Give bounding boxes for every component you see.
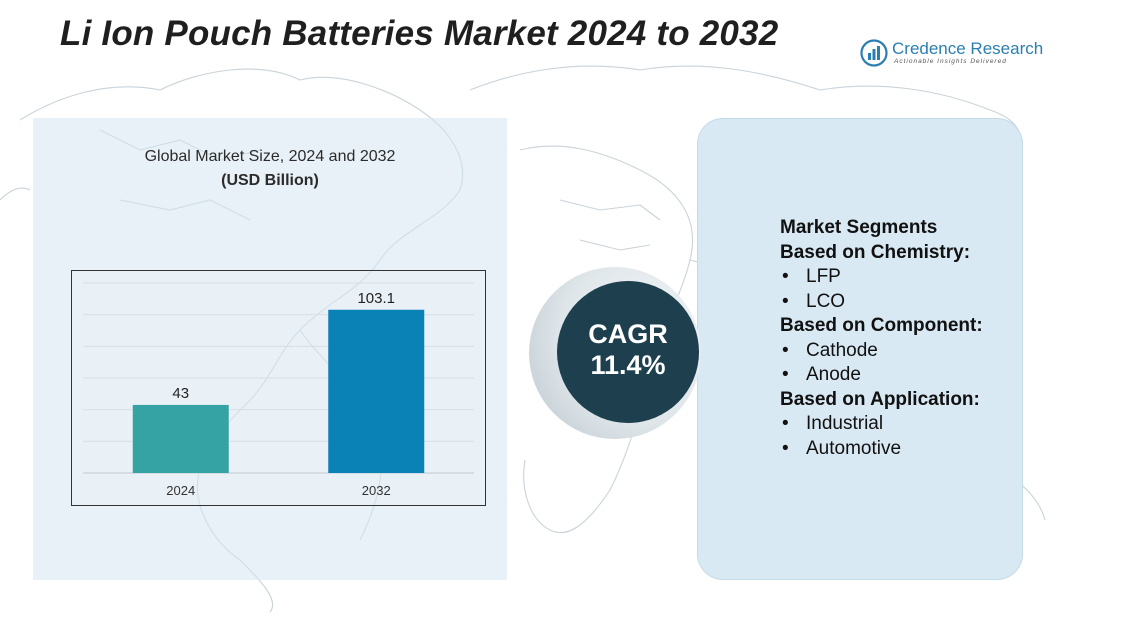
segment-item: LCO xyxy=(780,290,983,315)
segment-group-title: Based on Application: xyxy=(780,388,980,410)
brand-tagline: Actionable Insights Delivered xyxy=(894,58,1007,65)
cagr-value: 11.4% xyxy=(590,350,666,380)
chart-subtitle: (USD Billion) xyxy=(221,172,319,189)
cagr-label: CAGR xyxy=(588,319,668,349)
x-tick-label-2024: 2024 xyxy=(166,483,195,498)
segment-group-title: Based on Component: xyxy=(780,315,983,336)
bar-chart-logo-icon xyxy=(860,39,888,67)
segment-item: Automotive xyxy=(780,437,983,462)
x-tick-label-2032: 2032 xyxy=(362,483,391,498)
data-label-2032: 103.1 xyxy=(357,290,395,307)
segments-heading: Market Segments xyxy=(780,217,938,238)
market-size-bar-chart: 43 2024 103.1 2032 xyxy=(83,282,474,498)
segment-item: Cathode xyxy=(780,339,983,364)
market-segments-list: Market Segments Based on Chemistry: LFP … xyxy=(780,216,983,461)
cagr-badge: CAGR 11.4% xyxy=(557,281,699,423)
chart-title: Global Market Size, 2024 and 2032 xyxy=(144,148,396,165)
page-title: Li Ion Pouch Batteries Market 2024 to 20… xyxy=(60,14,779,53)
segment-item: Anode xyxy=(780,363,983,388)
chart-heading: Global Market Size, 2024 and 2032 (USD B… xyxy=(33,148,507,190)
bar-2032 xyxy=(328,309,425,473)
market-size-panel xyxy=(33,118,507,580)
data-label-2024: 43 xyxy=(172,385,189,402)
bar-2024 xyxy=(132,404,229,473)
segment-item: Industrial xyxy=(780,412,983,437)
brand-name: Credence Research xyxy=(892,39,1044,58)
brand-logo: Credence Research Actionable Insights De… xyxy=(860,38,1044,68)
segment-item: LFP xyxy=(780,265,983,290)
segment-group-title: Based on Chemistry: xyxy=(780,241,971,263)
